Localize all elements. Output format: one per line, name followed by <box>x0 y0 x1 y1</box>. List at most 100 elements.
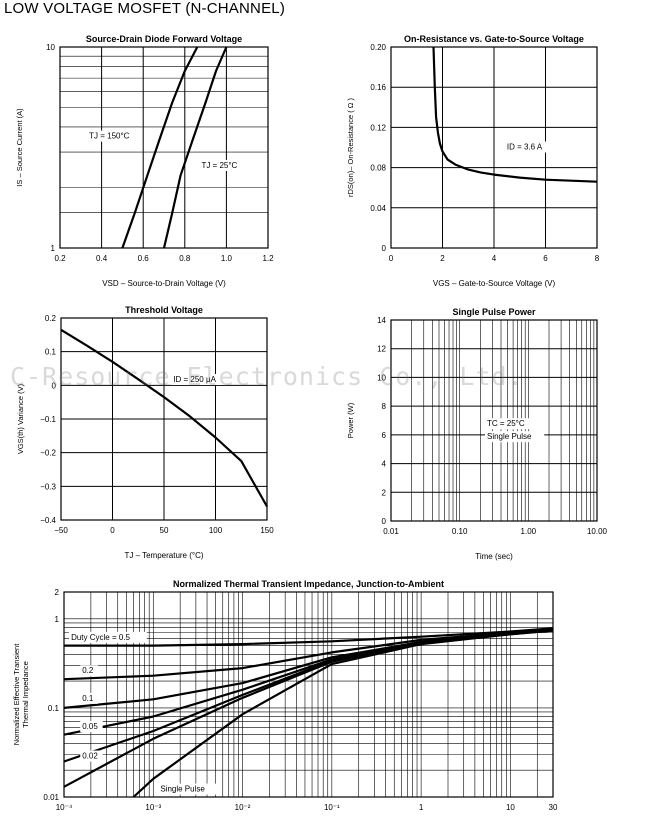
y-tick-label: 0 <box>52 381 57 390</box>
y-tick-label: 14 <box>377 316 386 325</box>
chart-title: Single Pulse Power <box>452 307 536 317</box>
y-axis-label: Power (W) <box>346 402 355 438</box>
y-tick-label: 0.16 <box>370 83 386 92</box>
y-tick-label: 0 <box>382 244 387 253</box>
series-line <box>121 46 199 249</box>
y-tick-label: 0.1 <box>45 348 57 357</box>
y-tick-label: −0.4 <box>40 516 56 525</box>
y-tick-label: 0.01 <box>43 793 59 802</box>
y-tick-label: −0.2 <box>40 449 56 458</box>
annotation-label: 0.2 <box>82 666 94 675</box>
y-tick-label: 0.1 <box>48 704 60 713</box>
series-line <box>132 629 554 798</box>
y-tick-label: 0.2 <box>45 314 57 323</box>
plot-frame <box>59 46 269 249</box>
annotation-bg <box>158 783 218 795</box>
x-tick-label: 10⁻² <box>235 803 251 812</box>
y-tick-label: −0.3 <box>40 482 56 491</box>
annotation-bg <box>171 373 226 385</box>
annotation-label: TC = 25°C <box>487 419 525 428</box>
plot-frame <box>63 591 554 798</box>
y-axis-label: Thermal Impedance <box>21 661 30 728</box>
x-tick-label: 0.10 <box>452 527 468 536</box>
x-tick-label: 0.6 <box>138 254 150 263</box>
y-tick-label: 6 <box>382 431 387 440</box>
x-tick-label: 0.2 <box>54 254 66 263</box>
annotation-label: Single Pulse <box>487 432 532 441</box>
annotation-bg <box>484 418 531 430</box>
annotation-label: 0.1 <box>82 694 94 703</box>
plot-frame <box>390 46 598 249</box>
x-tick-label: 50 <box>160 526 169 535</box>
x-tick-label: 0 <box>389 254 394 263</box>
x-axis-label: VGS – Gate-to-Source Voltage (V) <box>433 279 556 288</box>
x-tick-label: 0 <box>110 526 115 535</box>
series-line <box>63 629 554 763</box>
annotation-label: TJ = 25°C <box>201 161 237 170</box>
y-tick-label: 0.04 <box>370 204 386 213</box>
y-tick-label: 10 <box>377 373 386 382</box>
chart-c5: 10⁻⁴ 10⁻³ 10⁻² 10⁻¹ 1 10 30 0.01 0.1 1 2 Normalized… <box>12 579 558 812</box>
x-tick-label: 2 <box>440 254 445 263</box>
x-tick-label: 1.2 <box>262 254 274 263</box>
annotation-label: Single Pulse <box>160 785 205 794</box>
y-tick-label: 0.12 <box>370 123 386 132</box>
annotation-label: ID = 250 μA <box>173 375 216 384</box>
x-tick-label: 6 <box>543 254 548 263</box>
y-tick-label: 0.20 <box>370 43 386 52</box>
annotation-bg <box>484 431 545 443</box>
x-tick-label: 150 <box>260 526 274 535</box>
y-tick-label: 4 <box>382 460 387 469</box>
plot-frame <box>390 319 598 522</box>
x-tick-label: 1.00 <box>521 527 537 536</box>
chart-c2: 0 2 4 6 8 0 0.04 0.08 0.12 0.16 0.20 On-Resistance … <box>346 34 600 288</box>
y-axis-label: VGS(th) Variance (V) <box>16 383 25 454</box>
y-tick-label: 0.08 <box>370 164 386 173</box>
x-tick-label: 1.0 <box>221 254 233 263</box>
chart-c4: 0.01 0.10 1.00 10.00 0 2 4 6 8 10 12 14 Single Pulse… <box>346 307 608 561</box>
x-tick-label: 10⁻³ <box>145 803 161 812</box>
x-tick-label: 0.8 <box>179 254 191 263</box>
y-tick-label: 2 <box>55 588 60 597</box>
annotation-bg <box>80 720 103 732</box>
chart-c1: 0.2 0.4 0.6 0.8 1.0 1.2 1 10 Source-Drain Diode … <box>15 34 274 288</box>
page-title: LOW VOLTAGE MOSFET (N-CHANNEL) <box>4 0 286 17</box>
x-axis-label: TJ – Temperature (°C) <box>124 551 203 560</box>
annotation-bg <box>87 130 138 142</box>
x-tick-label: 30 <box>549 803 558 812</box>
y-tick-label: 1 <box>55 615 60 624</box>
chart-title: Threshold Voltage <box>125 305 203 315</box>
x-tick-label: 10⁻⁴ <box>56 803 73 812</box>
annotation-label: TJ = 150°C <box>89 132 130 141</box>
plot-frame <box>60 317 268 521</box>
annotation-bg <box>80 692 99 704</box>
y-tick-label: 2 <box>382 488 387 497</box>
x-axis-label: Time (sec) <box>475 552 513 561</box>
y-tick-label: 1 <box>51 244 56 253</box>
chart-title: Source-Drain Diode Forward Voltage <box>86 34 242 44</box>
x-axis-label: VSD – Source-to-Drain Voltage (V) <box>102 279 226 288</box>
series-line <box>162 46 228 249</box>
series-line <box>432 46 598 183</box>
x-tick-label: 10 <box>506 803 515 812</box>
y-tick-label: 8 <box>382 402 387 411</box>
annotation-bg <box>504 141 555 153</box>
y-axis-label: rDS(on)– On-Resistance ( Ω ) <box>346 98 355 197</box>
y-tick-label: 12 <box>377 345 386 354</box>
x-tick-label: 4 <box>492 254 497 263</box>
x-tick-label: 10⁻¹ <box>324 803 340 812</box>
x-tick-label: 0.4 <box>96 254 108 263</box>
annotation-label: 0.05 <box>82 722 98 731</box>
y-tick-label: 10 <box>46 43 55 52</box>
y-axis-label: IS – Source Current (A) <box>15 108 24 187</box>
watermark: C-Resource Electronics Co., Ltd. <box>10 362 524 391</box>
x-tick-label: 8 <box>595 254 600 263</box>
x-tick-label: 10.00 <box>587 527 608 536</box>
y-tick-label: −0.1 <box>40 415 56 424</box>
y-axis-label: Normalized Effective Transient <box>12 643 21 745</box>
annotation-bg <box>80 750 103 762</box>
x-tick-label: 0.01 <box>383 527 399 536</box>
annotation-bg <box>80 665 99 677</box>
annotation-bg <box>69 631 147 643</box>
